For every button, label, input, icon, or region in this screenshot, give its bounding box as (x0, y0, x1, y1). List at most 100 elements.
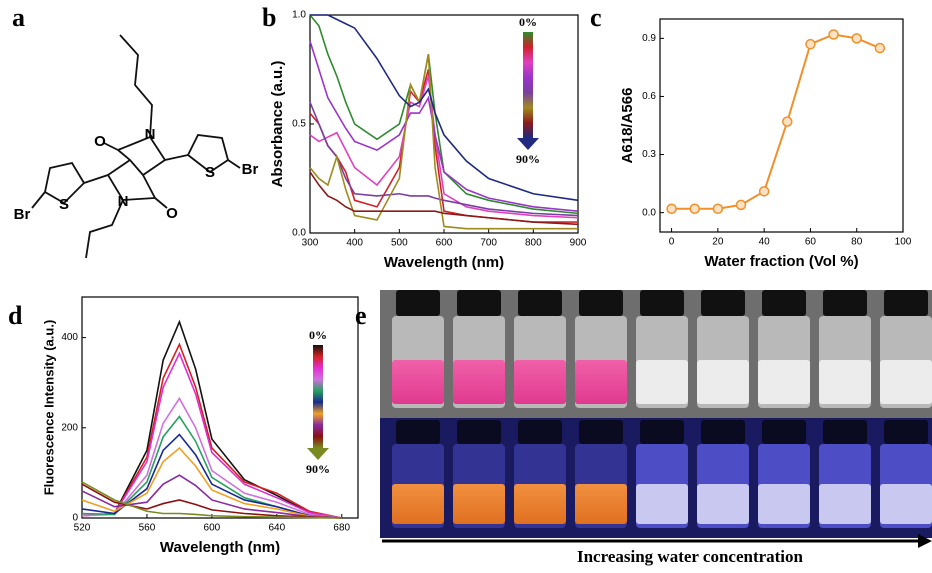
y-tick-label: 200 (61, 422, 78, 433)
vial-cap (396, 290, 440, 316)
vial-liquid (514, 484, 566, 524)
vial-liquid (697, 484, 749, 524)
data-line (81, 446, 342, 519)
y-axis-title: Absorbance (a.u.) (269, 61, 286, 188)
vial-liquid (392, 484, 444, 524)
atom: N (118, 193, 129, 210)
data-line (81, 342, 342, 519)
vial-liquid (636, 360, 688, 404)
vial-liquid (758, 360, 810, 404)
x-tick-label: 400 (346, 238, 363, 249)
data-line (81, 474, 342, 519)
molecule: O N S Br S Br N O (14, 34, 258, 259)
panel-label: a (12, 3, 25, 32)
y-tick-label: 0.0 (292, 228, 306, 239)
y-tick-label: 1.0 (292, 10, 306, 21)
data-line (309, 54, 578, 230)
x-tick-label: 600 (204, 523, 221, 534)
data-line (81, 319, 342, 519)
legend-label: 0% (309, 328, 327, 342)
panel-label: d (8, 301, 23, 330)
vial-cap (762, 290, 806, 316)
data-line (81, 396, 342, 519)
y-tick-label: 0.0 (642, 207, 656, 218)
vial-liquid (453, 360, 505, 404)
x-tick-label: 640 (268, 523, 285, 534)
color-bar (313, 345, 323, 448)
panel-label: e (355, 301, 367, 330)
vial-liquid (575, 360, 627, 404)
legend-label: 90% (516, 152, 540, 166)
data-line (309, 101, 579, 217)
x-tick-label: 500 (391, 238, 408, 249)
atom: Br (14, 206, 31, 223)
data-line (671, 33, 881, 210)
x-tick-label: 300 (302, 238, 319, 249)
vial-cap (396, 420, 440, 444)
chart: 0.0 0.3 0.6 0.9 0 20 40 60 80 100 Water fraction (… (619, 18, 912, 270)
data-point (666, 203, 677, 215)
x-axis-title: Water fraction (Vol %) (704, 253, 858, 270)
panel-label: b (262, 3, 276, 32)
atom: O (94, 133, 106, 150)
vial-liquid (880, 484, 932, 524)
vial-cap (579, 290, 623, 316)
y-tick-label: 0 (72, 513, 78, 524)
photo (380, 290, 932, 538)
x-tick-label: 80 (851, 237, 863, 248)
vial-cap (457, 420, 501, 444)
data-point (735, 199, 747, 211)
x-tick-label: 100 (895, 237, 912, 248)
vial-liquid (819, 360, 871, 404)
data-line (81, 351, 342, 519)
vial-liquid (636, 484, 688, 524)
vial-cap (640, 290, 684, 316)
vial-liquid (758, 484, 810, 524)
y-tick-label: 0.3 (642, 149, 656, 160)
x-tick-label: 520 (74, 523, 91, 534)
atom: N (145, 126, 156, 143)
x-tick-label: 40 (759, 237, 771, 248)
y-tick-label: 0.9 (642, 33, 656, 44)
vial-cap (701, 420, 745, 444)
color-bar-arrow (307, 448, 329, 460)
chart: 0 200 400 520 560 600 640 680 Wavelength (nm) Flu… (41, 296, 359, 556)
data-point (758, 186, 770, 197)
data-line (309, 69, 578, 223)
x-tick-label: 600 (436, 238, 453, 249)
color-bar (523, 32, 533, 138)
vial-cap (640, 420, 684, 444)
chart: 0.0 0.5 1.0 300 400 500 600 700 800 900 Wavelength… (269, 10, 587, 271)
y-tick-label: 400 (61, 332, 78, 343)
x-tick-label: 0 (669, 237, 675, 248)
data-point (712, 203, 724, 215)
data-point (828, 29, 839, 40)
panel-label: c (590, 3, 602, 32)
atom: S (59, 196, 69, 213)
color-bar-arrow (517, 138, 539, 150)
x-tick-label: 700 (480, 238, 497, 249)
legend-label: 0% (519, 15, 537, 29)
vial-cap (518, 290, 562, 316)
x-tick-label: 60 (805, 237, 817, 248)
vial-cap (823, 290, 867, 316)
data-point (805, 38, 816, 50)
data-line (309, 75, 579, 219)
data-line (81, 433, 342, 519)
vial-cap (823, 420, 867, 444)
x-axis-title: Wavelength (nm) (160, 539, 280, 556)
data-point (782, 116, 793, 127)
data-line (81, 481, 342, 519)
data-line (309, 40, 579, 212)
x-axis-title: Wavelength (nm) (384, 254, 504, 271)
vial-cap (884, 290, 928, 316)
vial-cap (762, 420, 806, 444)
vial-liquid (575, 484, 627, 524)
data-point (851, 33, 862, 44)
atom: O (166, 205, 178, 222)
vial-cap (884, 420, 928, 444)
x-tick-label: 680 (333, 523, 350, 534)
x-tick-label: 800 (525, 238, 542, 249)
x-tick-label: 900 (570, 238, 587, 249)
